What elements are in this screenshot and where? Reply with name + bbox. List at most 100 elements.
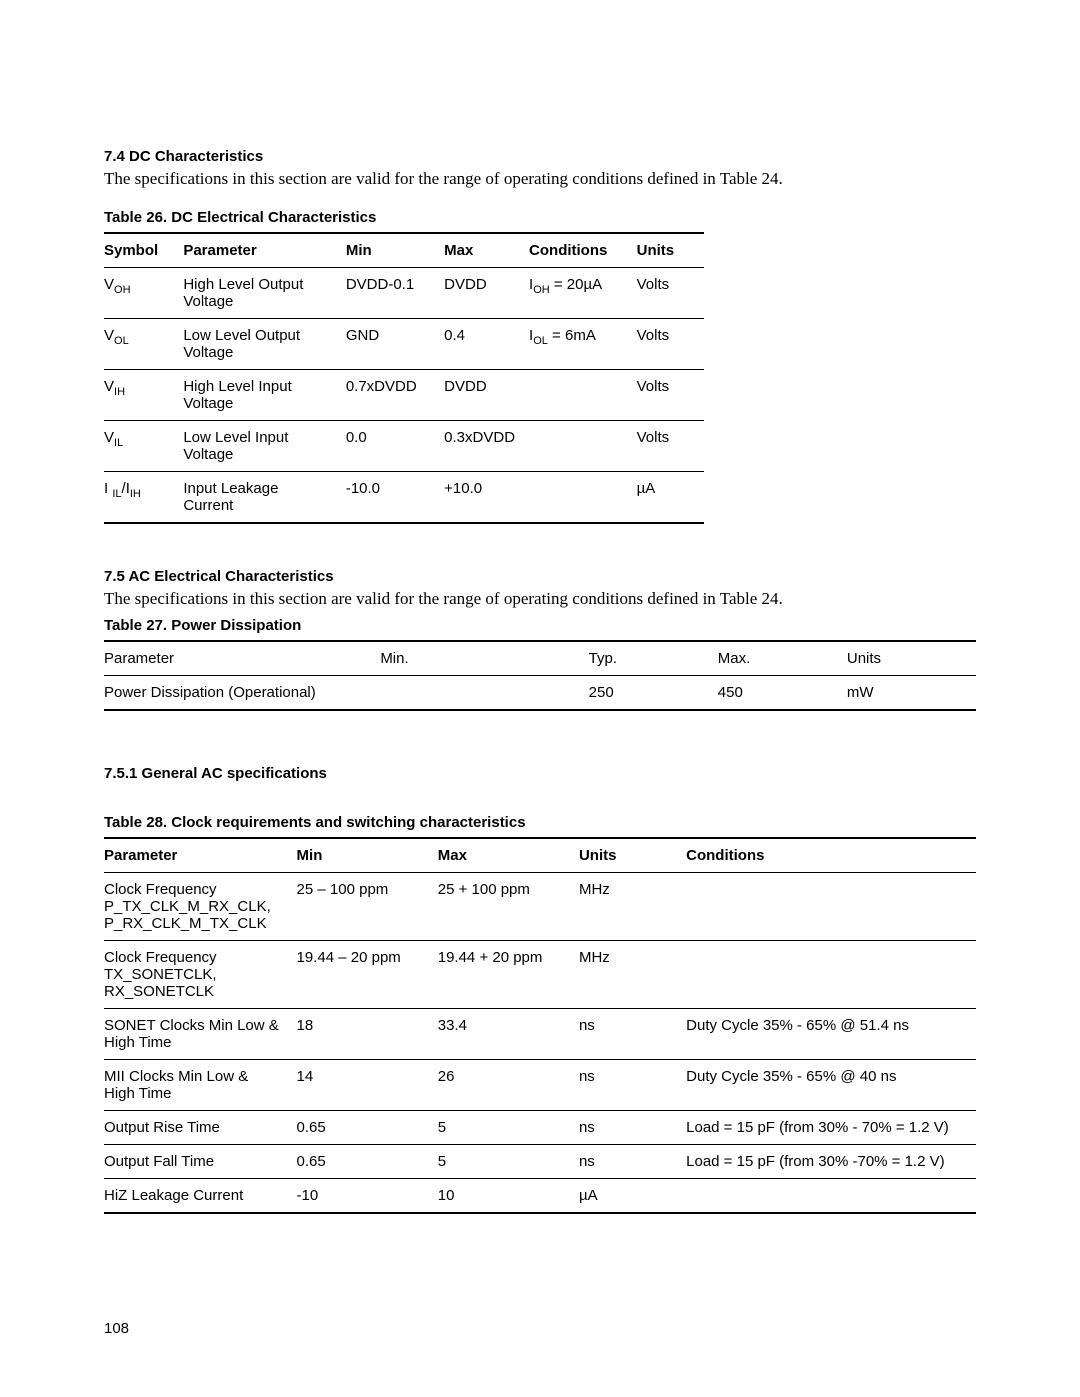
table26-caption: Table 26. DC Electrical Characteristics <box>104 209 976 226</box>
th-max: Max <box>444 233 529 268</box>
cell-parameter: Output Fall Time <box>104 1145 297 1179</box>
cell-parameter: Power Dissipation (Operational) <box>104 676 380 711</box>
cell-conditions: Load = 15 pF (from 30% -70% = 1.2 V) <box>686 1145 976 1179</box>
cell-parameter: Output Rise Time <box>104 1111 297 1145</box>
cell-units: Volts <box>637 370 704 421</box>
table-row: Clock Frequency P_TX_CLK_M_RX_CLK, P_RX_… <box>104 873 976 941</box>
cell-parameter: SONET Clocks Min Low & High Time <box>104 1009 297 1060</box>
cell-units: ns <box>579 1145 686 1179</box>
cell-symbol: VIH <box>104 370 183 421</box>
table-header-row: Parameter Min. Typ. Max. Units <box>104 641 976 676</box>
section-heading-74: 7.4 DC Characteristics <box>104 148 976 165</box>
table-row: Power Dissipation (Operational) 250450mW <box>104 676 976 711</box>
cell-max: 0.3xDVDD <box>444 421 529 472</box>
cell-conditions <box>529 472 637 524</box>
th-min: Min <box>346 233 444 268</box>
th-units: Units <box>579 838 686 873</box>
cell-units: MHz <box>579 873 686 941</box>
table-row: VOLLow Level Output VoltageGND0.4IOL = 6… <box>104 319 704 370</box>
cell-min: GND <box>346 319 444 370</box>
cell-units: µA <box>637 472 704 524</box>
th-parameter: Parameter <box>104 838 297 873</box>
cell-min: 0.65 <box>297 1145 438 1179</box>
cell-units: MHz <box>579 941 686 1009</box>
cell-conditions: IOH = 20µA <box>529 268 637 319</box>
cell-units: Volts <box>637 421 704 472</box>
cell-max: 33.4 <box>438 1009 579 1060</box>
cell-min: 19.44 – 20 ppm <box>297 941 438 1009</box>
table-row: VOHHigh Level Output VoltageDVDD-0.1DVDD… <box>104 268 704 319</box>
cell-min: 18 <box>297 1009 438 1060</box>
cell-max: 26 <box>438 1060 579 1111</box>
cell-min: 0.0 <box>346 421 444 472</box>
cell-max: 10 <box>438 1179 579 1214</box>
th-max: Max <box>438 838 579 873</box>
cell-max: 450 <box>718 676 847 711</box>
cell-symbol: VOH <box>104 268 183 319</box>
page-number: 108 <box>104 1320 129 1337</box>
cell-min: -10 <box>297 1179 438 1214</box>
cell-units: Volts <box>637 319 704 370</box>
cell-units: ns <box>579 1009 686 1060</box>
cell-conditions: Duty Cycle 35% - 65% @ 40 ns <box>686 1060 976 1111</box>
th-min: Min. <box>380 641 588 676</box>
section-heading-751: 7.5.1 General AC specifications <box>104 765 976 782</box>
table-row: Clock Frequency TX_SONETCLK, RX_SONETCLK… <box>104 941 976 1009</box>
cell-typ: 250 <box>589 676 718 711</box>
cell-units: ns <box>579 1060 686 1111</box>
cell-units: Volts <box>637 268 704 319</box>
cell-parameter: MII Clocks Min Low & High Time <box>104 1060 297 1111</box>
table-header-row: Parameter Min Max Units Conditions <box>104 838 976 873</box>
table27: Parameter Min. Typ. Max. Units Power Dis… <box>104 640 976 711</box>
th-units: Units <box>637 233 704 268</box>
cell-parameter: Low Level Input Voltage <box>183 421 346 472</box>
table-row: Output Rise Time0.655nsLoad = 15 pF (fro… <box>104 1111 976 1145</box>
table28-caption: Table 28. Clock requirements and switchi… <box>104 814 976 831</box>
section-heading-75: 7.5 AC Electrical Characteristics <box>104 568 976 585</box>
table-row: SONET Clocks Min Low & High Time1833.4ns… <box>104 1009 976 1060</box>
table-row: I IL/IIHInput Leakage Current-10.0+10.0 µ… <box>104 472 704 524</box>
cell-conditions <box>529 421 637 472</box>
table-row: MII Clocks Min Low & High Time1426nsDuty… <box>104 1060 976 1111</box>
th-typ: Typ. <box>589 641 718 676</box>
cell-max: 5 <box>438 1111 579 1145</box>
cell-units: mW <box>847 676 976 711</box>
th-parameter: Parameter <box>183 233 346 268</box>
cell-max: 19.44 + 20 ppm <box>438 941 579 1009</box>
th-conditions: Conditions <box>686 838 976 873</box>
table-row: Output Fall Time0.655nsLoad = 15 pF (fro… <box>104 1145 976 1179</box>
th-conditions: Conditions <box>529 233 637 268</box>
table28: Parameter Min Max Units Conditions Clock… <box>104 837 976 1214</box>
cell-min: 25 – 100 ppm <box>297 873 438 941</box>
th-min: Min <box>297 838 438 873</box>
cell-conditions: Duty Cycle 35% - 65% @ 51.4 ns <box>686 1009 976 1060</box>
table26: Symbol Parameter Min Max Conditions Unit… <box>104 232 704 524</box>
cell-parameter: Clock Frequency P_TX_CLK_M_RX_CLK, P_RX_… <box>104 873 297 941</box>
table-header-row: Symbol Parameter Min Max Conditions Unit… <box>104 233 704 268</box>
section-intro-74: The specifications in this section are v… <box>104 169 976 189</box>
cell-max: 0.4 <box>444 319 529 370</box>
cell-min: 14 <box>297 1060 438 1111</box>
cell-parameter: HiZ Leakage Current <box>104 1179 297 1214</box>
cell-units: ns <box>579 1111 686 1145</box>
cell-conditions: IOL = 6mA <box>529 319 637 370</box>
th-symbol: Symbol <box>104 233 183 268</box>
cell-conditions: Load = 15 pF (from 30% - 70% = 1.2 V) <box>686 1111 976 1145</box>
cell-conditions <box>686 873 976 941</box>
th-parameter: Parameter <box>104 641 380 676</box>
cell-max: +10.0 <box>444 472 529 524</box>
cell-parameter: Input Leakage Current <box>183 472 346 524</box>
cell-symbol: VOL <box>104 319 183 370</box>
cell-min: -10.0 <box>346 472 444 524</box>
cell-min: 0.65 <box>297 1111 438 1145</box>
cell-min: 0.7xDVDD <box>346 370 444 421</box>
cell-max: DVDD <box>444 268 529 319</box>
cell-symbol: I IL/IIH <box>104 472 183 524</box>
cell-units: µA <box>579 1179 686 1214</box>
table-row: HiZ Leakage Current-1010µA <box>104 1179 976 1214</box>
cell-parameter: High Level Output Voltage <box>183 268 346 319</box>
cell-min <box>380 676 588 711</box>
cell-max: DVDD <box>444 370 529 421</box>
cell-symbol: VIL <box>104 421 183 472</box>
cell-max: 25 + 100 ppm <box>438 873 579 941</box>
